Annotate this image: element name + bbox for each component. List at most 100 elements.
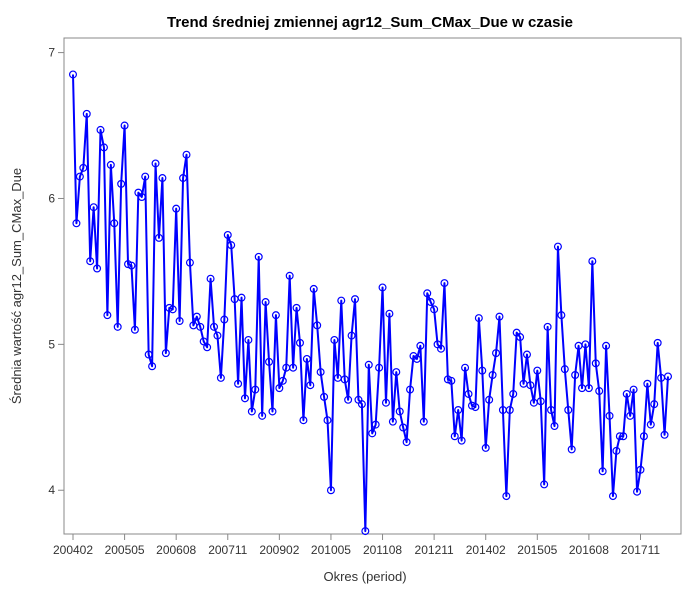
data-point [223, 230, 232, 239]
data-point [313, 321, 322, 330]
data-point [72, 219, 81, 228]
data-point [615, 432, 624, 441]
data-point [567, 445, 576, 454]
data-point [213, 331, 222, 340]
data-point [450, 432, 459, 441]
data-point [234, 379, 243, 388]
data-point [502, 492, 511, 501]
data-point [457, 436, 466, 445]
data-point [185, 258, 194, 267]
data-point [86, 257, 95, 266]
data-point [210, 322, 219, 331]
data-point [141, 172, 150, 181]
data-point [584, 384, 593, 393]
data-point [646, 420, 655, 429]
data-point [430, 305, 439, 314]
data-point [406, 385, 415, 394]
data-point [509, 389, 518, 398]
data-point [639, 432, 648, 441]
data-point [629, 385, 638, 394]
data-point [402, 438, 411, 447]
data-point [106, 160, 115, 169]
data-point [216, 373, 225, 382]
data-point [423, 289, 432, 298]
data-point [660, 430, 669, 439]
data-point [168, 305, 177, 314]
data-point [516, 333, 525, 342]
data-point [192, 312, 201, 321]
data-point [113, 322, 122, 331]
data-point [93, 264, 102, 273]
data-point [526, 381, 535, 390]
data-point [653, 338, 662, 347]
data-point [254, 252, 263, 261]
data-point [612, 446, 621, 455]
data-point [320, 392, 329, 401]
data-point [643, 379, 652, 388]
data-point [82, 109, 91, 118]
data-point [182, 150, 191, 159]
data-point [289, 363, 298, 372]
data-point [247, 407, 256, 416]
data-point [619, 432, 628, 441]
data-point [275, 384, 284, 393]
y-tick-label: 4 [48, 483, 55, 497]
x-tick-label: 201211 [415, 543, 454, 557]
data-point [488, 370, 497, 379]
data-point [306, 381, 315, 390]
data-point [227, 241, 236, 250]
data-point [426, 298, 435, 307]
data-point [79, 163, 88, 172]
x-tick-label: 200608 [156, 543, 196, 557]
data-point [461, 363, 470, 372]
x-tick-label: 200505 [105, 543, 145, 557]
data-point [505, 406, 514, 415]
data-point [344, 395, 353, 404]
y-tick-label: 7 [48, 46, 55, 60]
x-tick-label: 201402 [466, 543, 506, 557]
data-point [261, 298, 270, 307]
data-point [636, 465, 645, 474]
data-point [110, 219, 119, 228]
data-point [650, 400, 659, 409]
data-point [340, 375, 349, 384]
data-point [357, 400, 366, 409]
data-point [560, 365, 569, 374]
data-point [330, 335, 339, 344]
data-point [68, 70, 77, 79]
data-point [485, 395, 494, 404]
data-point [571, 370, 580, 379]
y-tick-label: 6 [48, 191, 55, 205]
data-point [326, 486, 335, 495]
data-point [412, 354, 421, 363]
x-tick-label: 201505 [517, 543, 557, 557]
series-layer [68, 70, 672, 536]
data-point [137, 193, 146, 202]
data-point [591, 359, 600, 368]
data-point [364, 360, 373, 369]
data-point [154, 233, 163, 242]
y-axis-label: Średnia wartość agr12_Sum_CMax_Due [9, 168, 24, 404]
data-point [130, 325, 139, 334]
data-point [598, 467, 607, 476]
data-point [564, 406, 573, 415]
data-point [454, 406, 463, 415]
data-point [481, 443, 490, 452]
data-point [89, 203, 98, 212]
data-point [419, 417, 428, 426]
data-point [237, 293, 246, 302]
data-point [581, 340, 590, 349]
data-point [285, 271, 294, 280]
data-point [103, 311, 112, 320]
data-point [399, 423, 408, 432]
data-point [295, 338, 304, 347]
data-point [337, 296, 346, 305]
data-point [381, 398, 390, 407]
data-point [361, 527, 370, 536]
data-point [375, 363, 384, 372]
data-point [633, 487, 642, 496]
data-point [437, 344, 446, 353]
data-point [161, 349, 170, 358]
data-point [368, 429, 377, 438]
data-point [292, 303, 301, 312]
